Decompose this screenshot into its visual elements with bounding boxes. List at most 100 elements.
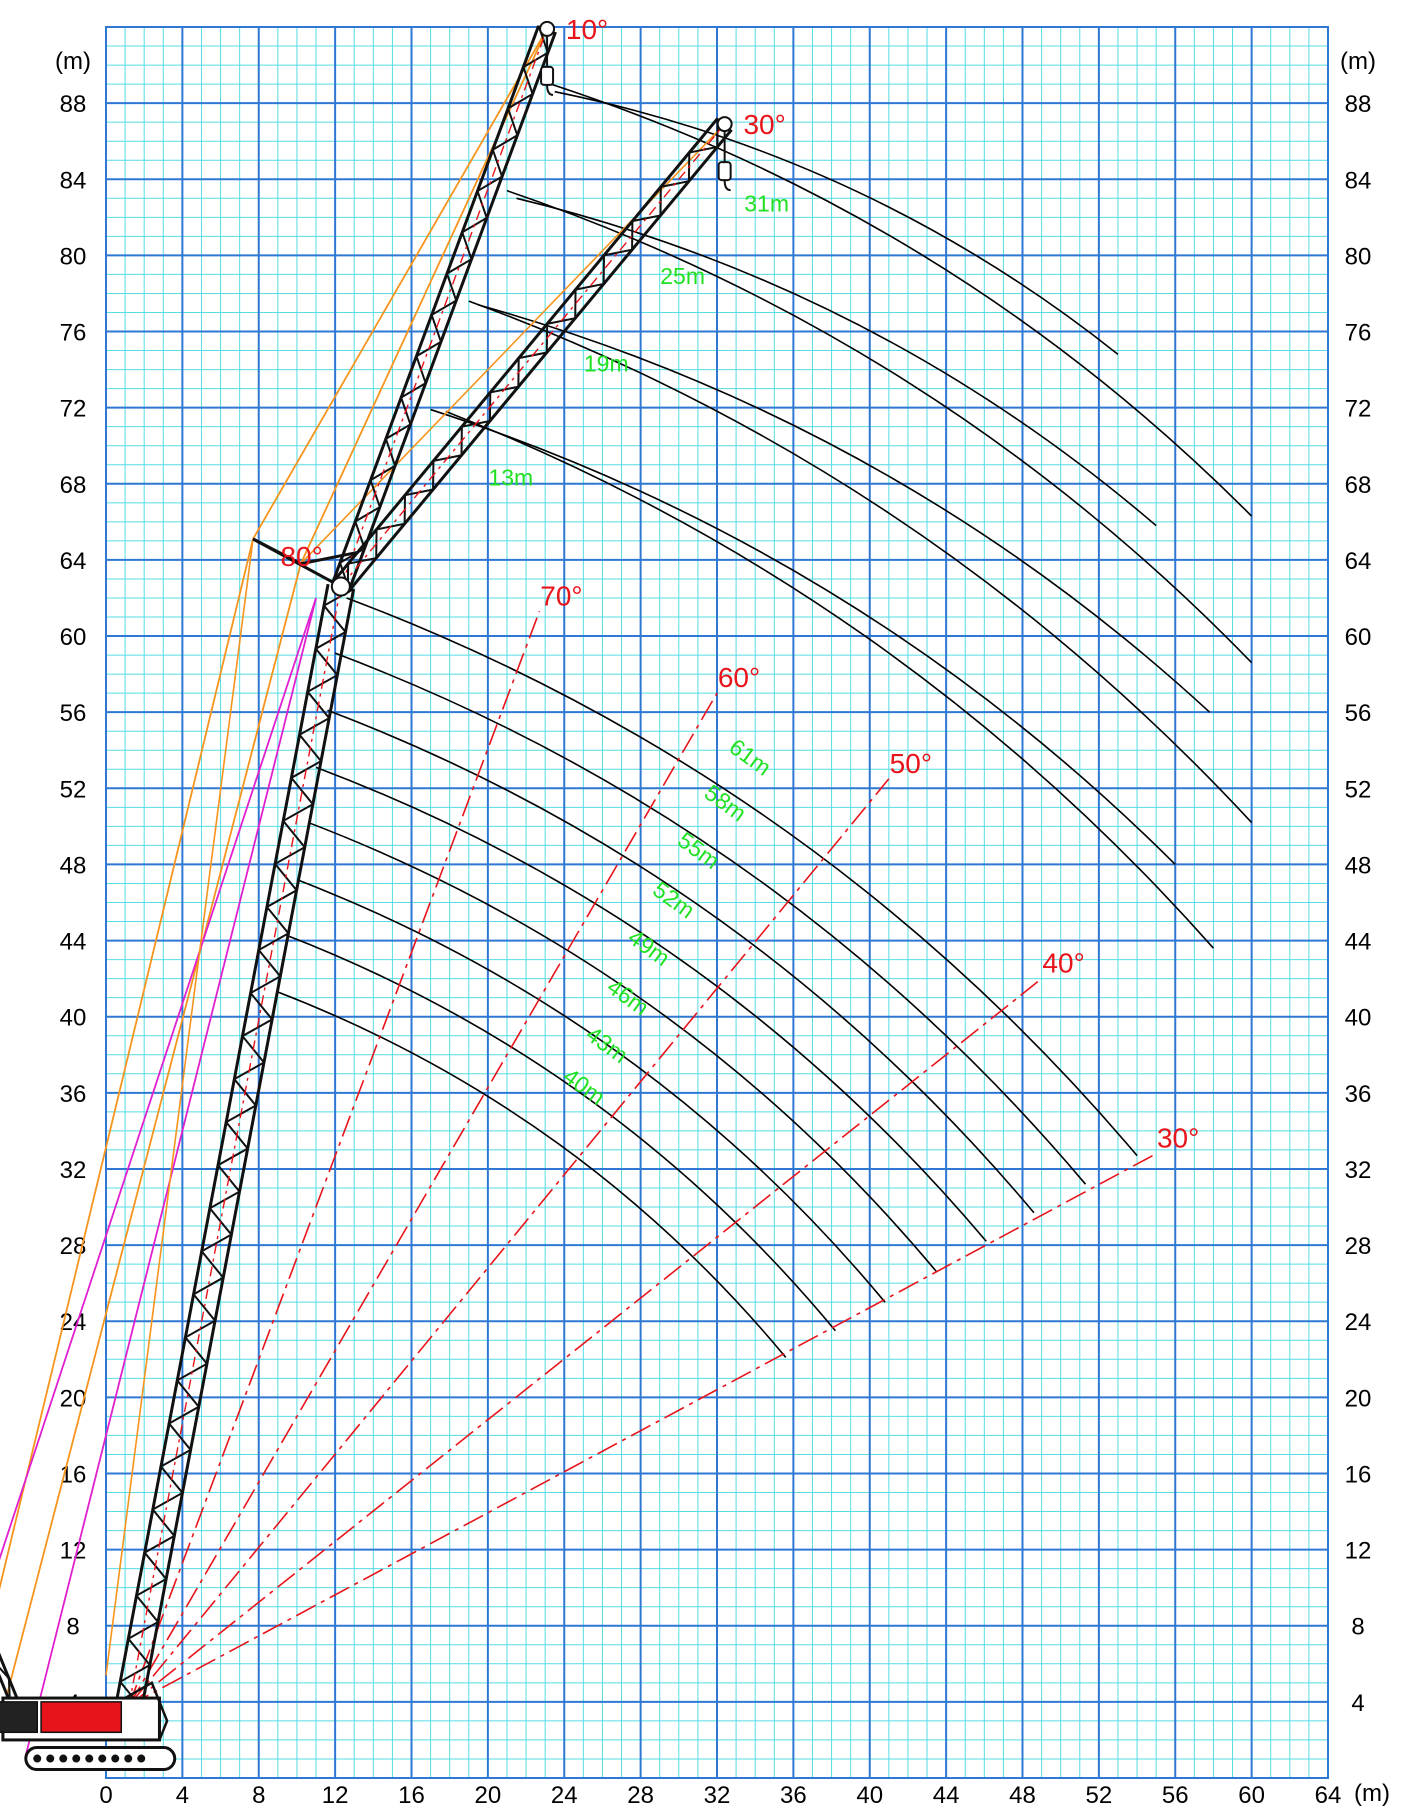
jib-strut [252, 537, 302, 566]
jib-length-curve [506, 189, 1253, 664]
main-boom-length-curve [327, 709, 1035, 1214]
jib-range-curve [516, 197, 1157, 527]
counterweight-block [0, 1701, 39, 1734]
y-tick-label-right: 20 [1345, 1385, 1372, 1412]
y-tick-label-left: 76 [60, 320, 87, 347]
boom-angle-line [128, 978, 1043, 1707]
y-tick-label-right: 76 [1345, 320, 1372, 347]
x-tick-label: 40 [856, 1782, 883, 1809]
y-tick-label-left: 36 [60, 1081, 87, 1108]
track-roller [137, 1754, 146, 1763]
y-tick-label-left: 48 [60, 852, 87, 879]
crane-drawing [0, 20, 733, 1772]
jib-length-label: 13m [488, 465, 533, 491]
y-tick-label-right: 44 [1345, 929, 1372, 956]
jib-strut [300, 550, 359, 566]
boom-length-curves [277, 83, 1253, 1358]
y-tick-label-right: 88 [1345, 91, 1372, 118]
x-unit: (m) [1354, 1780, 1390, 1807]
boom-angle-line [128, 611, 541, 1706]
y-tick-label-right: 48 [1345, 852, 1372, 879]
y-tick-label-right: 36 [1345, 1081, 1372, 1108]
main-boom-length-curve [315, 766, 987, 1242]
y-tick-label-left: 52 [60, 776, 87, 803]
y-tick-label-right: 80 [1345, 243, 1372, 270]
hook-block [540, 65, 555, 86]
main-boom-length-curve [308, 821, 938, 1273]
backstay-line [0, 563, 302, 1726]
jib-30deg-centerline [340, 123, 726, 588]
y-tick-label-left: 12 [60, 1538, 87, 1565]
y-tick-label-right: 4 [1351, 1690, 1364, 1717]
y-tick-label-left: 40 [60, 1005, 87, 1032]
y-tick-label-right: 84 [1345, 167, 1372, 194]
y-tick-label-right: 12 [1345, 1538, 1372, 1565]
x-tick-label: 12 [322, 1782, 349, 1809]
jib-10deg-chord [347, 31, 557, 591]
x-tick-label: 48 [1009, 1782, 1036, 1809]
hook-icon [723, 180, 731, 192]
counterweight-stripe [40, 1701, 123, 1734]
y-tick-label-right: 28 [1345, 1233, 1372, 1260]
main-boom-length-label: 43m [581, 1021, 632, 1068]
plot-frame [105, 26, 1329, 1779]
jib-10deg-chord [331, 25, 541, 584]
y-tick-label-right: 52 [1345, 776, 1372, 803]
y-tick-label-right: 24 [1345, 1309, 1372, 1336]
x-tick-label: 44 [933, 1782, 960, 1809]
x-tick-label: 4 [176, 1782, 189, 1809]
x-tick-label: 32 [704, 1782, 731, 1809]
jib-30deg-chord [332, 117, 719, 582]
axes: 0481216202428323640444852566064448812121… [55, 48, 1390, 1809]
y-tick-label-right: 68 [1345, 472, 1372, 499]
x-tick-label: 8 [252, 1782, 265, 1809]
y-tick-label-left: 20 [60, 1385, 87, 1412]
track-roller [111, 1754, 120, 1763]
y-tick-label-right: 64 [1345, 548, 1372, 575]
track-roller [72, 1754, 81, 1763]
main-boom-lacing [118, 588, 355, 1709]
y-unit-right: (m) [1340, 48, 1376, 75]
jib-range-curve [554, 90, 1119, 355]
mast-pendant-line [0, 597, 317, 1561]
jib-length-label: 25m [660, 263, 705, 289]
jib-range-curve [478, 304, 1211, 713]
hook-icon [546, 84, 554, 96]
main-boom-length-label: 61m [725, 733, 776, 780]
track-roller [59, 1754, 68, 1763]
main-boom-angle-label: 80° [280, 541, 322, 572]
x-tick-label: 20 [475, 1782, 502, 1809]
x-tick-label: 24 [551, 1782, 578, 1809]
boom-angle-label: 70° [540, 580, 582, 611]
y-tick-label-left: 60 [60, 624, 87, 651]
y-tick-label-left: 84 [60, 167, 87, 194]
main-boom-length-curve [296, 878, 886, 1303]
operator-cab [124, 1681, 169, 1741]
boom-angle-lines [128, 611, 1157, 1707]
x-tick-label: 16 [398, 1782, 425, 1809]
boom-angle-label: 40° [1042, 948, 1084, 979]
y-tick-label-right: 32 [1345, 1157, 1372, 1184]
y-tick-label-right: 60 [1345, 624, 1372, 651]
jib-10deg-centerline [340, 28, 548, 587]
jib-range-curve [445, 410, 1215, 949]
backstay-line [0, 538, 254, 1590]
boom-angle-label: 50° [890, 748, 932, 779]
main-boom-length-curve [334, 652, 1087, 1185]
boom-angle-line [128, 778, 890, 1707]
main-boom-length-label: 58m [700, 779, 751, 826]
boom-angle-label: 60° [718, 662, 760, 693]
track-roller [33, 1754, 42, 1763]
x-tick-label: 64 [1315, 1782, 1342, 1809]
y-tick-label-right: 16 [1345, 1461, 1372, 1488]
jib-pendant-line [252, 28, 548, 540]
jib-length-label: 31m [744, 191, 789, 217]
main-boom-length-curve [285, 934, 836, 1332]
x-tick-label: 60 [1238, 1782, 1265, 1809]
jib-length-curve [430, 408, 1176, 866]
major-grid [105, 26, 1329, 1779]
track-roller [124, 1754, 133, 1763]
jib-angle-label: 10° [566, 14, 608, 45]
track-roller [98, 1754, 107, 1763]
